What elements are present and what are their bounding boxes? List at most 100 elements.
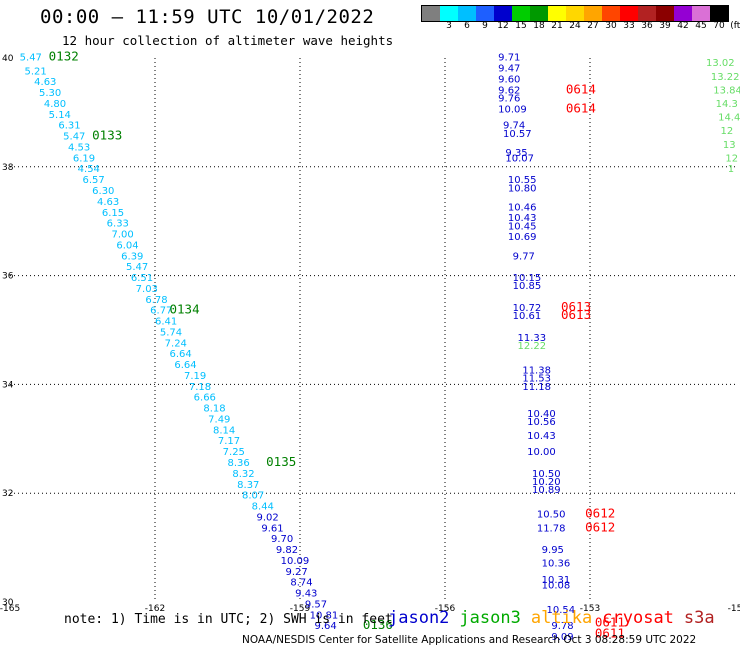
- data-point-label: 9.47: [498, 64, 520, 75]
- data-point-label: 10.09: [281, 556, 310, 567]
- legend-tick-label: 36: [641, 21, 653, 31]
- data-point-label: 10.50: [537, 510, 566, 521]
- legend-swatch: [638, 6, 656, 21]
- data-point-label: 4.53: [68, 142, 90, 153]
- satellite-legend-item: jason2: [388, 608, 450, 628]
- legend-swatch: [584, 6, 602, 21]
- data-point-label: 6.57: [83, 175, 105, 186]
- legend-swatch: [674, 6, 692, 21]
- legend-tick-label: 21: [551, 21, 563, 31]
- data-point-label: 7.00: [112, 230, 134, 241]
- pass-time-label: 0613: [561, 299, 591, 314]
- data-point-label: 5.14: [49, 110, 71, 121]
- legend-tick-label: 18: [533, 21, 545, 31]
- legend-tick-label: 12: [497, 21, 509, 31]
- pass-time-label: 0614: [566, 100, 596, 115]
- data-point-label: 7.24: [165, 338, 187, 349]
- data-point-label: 13: [723, 140, 736, 151]
- legend-swatch: [422, 6, 440, 21]
- pass-time-label: 0613: [561, 307, 591, 322]
- data-point-label: 8.07: [242, 491, 264, 502]
- x-tick-label: -153: [580, 604, 600, 614]
- legend-swatch: [440, 6, 458, 21]
- legend-swatch: [656, 6, 674, 21]
- data-point-label: 7.18: [189, 382, 211, 393]
- data-point-label: 5.47: [63, 132, 85, 143]
- legend-tick-label: 45: [695, 21, 707, 31]
- data-point-label: 10.15: [513, 273, 542, 284]
- data-point-label: 10.57: [503, 129, 532, 140]
- pass-time-label: 0612: [585, 519, 615, 534]
- data-point-label: 10.31: [542, 575, 571, 586]
- data-point-label: 5.21: [25, 66, 47, 77]
- data-point-label: 6.30: [92, 186, 114, 197]
- data-point-label: 5.30: [39, 88, 61, 99]
- data-point-label: 7.25: [223, 447, 245, 458]
- data-point-label: 12: [725, 153, 738, 164]
- legend-tick-label: 15: [515, 21, 527, 31]
- legend-swatch: [710, 6, 728, 21]
- data-point-label: 10.69: [508, 232, 537, 243]
- data-point-label: 9.82: [276, 545, 298, 556]
- data-point-label: 14.4: [718, 113, 740, 124]
- data-point-label: 9.64: [315, 621, 337, 632]
- pass-time-label: 0614: [566, 81, 596, 96]
- data-point-label: 10.61: [513, 311, 542, 322]
- y-tick-label: 36: [2, 272, 14, 282]
- data-point-label: 4.63: [97, 197, 119, 208]
- legend-swatch: [620, 6, 638, 21]
- data-point-label: 10.40: [527, 409, 556, 420]
- y-tick-label: 32: [2, 489, 13, 499]
- legend-tick-label: 9: [482, 21, 488, 31]
- data-point-label: 9.35: [505, 148, 527, 159]
- data-point-label: 7.03: [136, 284, 158, 295]
- data-point-label: 10.80: [508, 183, 537, 194]
- data-point-label: 14.3: [716, 99, 738, 110]
- legend-unit-label: (ft): [730, 21, 740, 31]
- data-point-label: 9.70: [271, 534, 293, 545]
- data-point-label: 9.71: [498, 53, 520, 64]
- data-point-label: 7.19: [184, 371, 206, 382]
- data-point-label: 10.89: [532, 485, 561, 496]
- data-point-label: 10.07: [505, 153, 534, 164]
- data-point-label: 13.02: [706, 58, 735, 69]
- legend-tick-label: 6: [464, 21, 470, 31]
- data-point-label: 9.78: [551, 621, 573, 632]
- satellite-legend: jason2 jason3 altika cryosat s3a: [388, 608, 715, 628]
- data-point-label: 9.62: [498, 85, 520, 96]
- data-point-label: 4.54: [78, 164, 100, 175]
- data-point-label: 10.46: [508, 202, 537, 213]
- data-point-label: 10.20: [532, 477, 561, 488]
- satellite-legend-item: cryosat: [602, 608, 674, 628]
- data-point-label: 7.49: [208, 414, 230, 425]
- data-point-label: 10.00: [527, 447, 556, 458]
- data-point-label: 10.43: [527, 431, 556, 442]
- data-point-label: 11.18: [522, 382, 551, 393]
- pass-time-label: 0135: [266, 454, 296, 469]
- data-point-label: 9.77: [513, 251, 535, 262]
- data-point-label: 6.04: [116, 240, 138, 251]
- data-point-label: 5.47: [20, 53, 42, 64]
- footer-credit: NOAA/NESDIS Center for Satellite Applica…: [242, 634, 697, 646]
- legend-tick-label: 3: [446, 21, 452, 31]
- legend-swatch: [566, 6, 584, 21]
- data-point-label: 5.47: [126, 262, 148, 273]
- data-point-label: 10.08: [542, 580, 571, 591]
- data-point-label: 4.63: [34, 77, 56, 88]
- legend-tick-label: 70: [713, 21, 725, 31]
- data-point-label: 6.19: [73, 153, 95, 164]
- data-point-label: 10.54: [547, 605, 576, 616]
- data-point-label: 9.43: [295, 589, 317, 600]
- y-tick-label: 34: [2, 380, 14, 390]
- data-point-label: 8.32: [232, 469, 254, 480]
- x-tick-label: -15: [728, 604, 740, 614]
- data-point-label: 13.22: [711, 72, 740, 83]
- data-point-label: 12: [721, 126, 734, 137]
- data-point-label: 6.31: [58, 121, 80, 132]
- legend-swatch: [548, 6, 566, 21]
- pass-time-label: 0134: [170, 302, 200, 317]
- data-point-label: 10.55: [508, 175, 537, 186]
- data-point-label: 8.37: [237, 480, 259, 491]
- data-point-label: 13.84: [713, 85, 740, 96]
